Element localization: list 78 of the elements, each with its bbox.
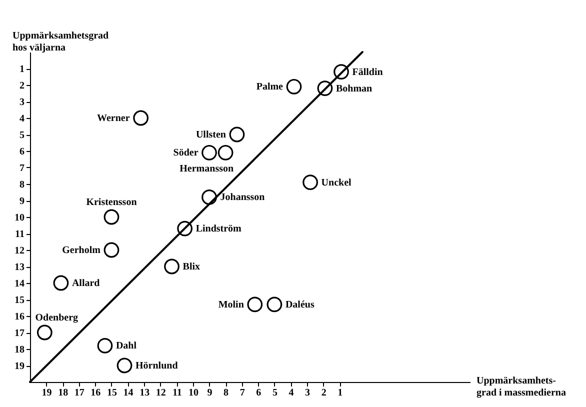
y-tick-label: 5 [20,130,24,141]
y-tick-label: 1 [20,64,24,75]
point [36,324,52,340]
x-tick-label: 9 [207,388,212,398]
y-tick-label: 7 [20,163,24,174]
series-label: Ullsten [196,130,226,140]
x-tick-label: 10 [188,388,198,398]
point [266,296,282,312]
series-label: Kristensson [86,197,138,208]
y-tick-label: 10 [14,212,24,224]
y-tick-label: 13 [14,262,24,273]
series-label: Hermansson [180,164,234,175]
series-label: Allard [72,278,100,289]
point [104,209,120,225]
x-tick-label: 7 [240,388,245,398]
point [164,258,180,274]
series-label: Söder [173,148,199,159]
series-label: Fälldin [352,66,384,78]
point [202,190,217,205]
y-tick-label: 14 [14,278,24,290]
x-tick-label: 12 [156,388,166,398]
y-tick-label: 4 [20,114,24,124]
y-tick-label: 6 [20,146,24,158]
series-label: Lindström [196,224,242,235]
x-tick-label: 19 [42,388,52,398]
point [334,64,349,80]
y-tick-label: 8 [20,180,24,190]
y-tick-label: 2 [20,80,24,92]
x-tick-label: 4 [288,388,294,398]
x-tick-label: 15 [106,388,117,398]
y-tick-label: 17 [14,328,24,339]
point [202,144,217,160]
series-label: Odenberg [35,312,78,324]
x-tick-label: 8 [224,388,229,398]
series-label: Blix [182,262,200,272]
x-tick-label: 14 [123,388,134,398]
x-tick-label: 3 [305,388,310,398]
point [177,220,193,236]
x-tick-label: 17 [74,388,84,398]
y-tick-label: 15 [14,295,24,306]
point [53,275,69,291]
point [229,126,245,142]
x-tick-label: 6 [256,388,262,398]
point [302,174,318,190]
x-tick-label: 1 [338,388,343,398]
series-label: Hörnlund [136,360,178,372]
x-tick-label: 5 [272,388,278,398]
point [247,296,263,312]
y-tick-label: 18 [14,344,24,356]
y-tick-label: 19 [14,361,24,372]
series-label: Bohman [336,83,373,94]
x-tick-label: 18 [58,388,68,398]
point [286,78,302,94]
series-label: Werner [97,113,130,124]
series-label: Molin [218,299,244,310]
point [317,80,333,96]
y-tick-label: 11 [15,229,24,240]
y-tick-label: 12 [14,246,24,256]
point [218,144,234,160]
y-tick-label: 3 [20,97,24,108]
y-tick-label: 16 [14,312,24,322]
series-label: Unckel [321,177,352,188]
point [97,338,113,354]
series-label: Johansson [220,192,266,204]
x-tick-label: 2 [321,388,326,398]
x-axis-title: Uppmärksamhets- grad i massmedierna [476,376,566,398]
x-tick-label: 16 [90,388,101,398]
series-label: Gerholm [62,245,102,256]
point [104,242,120,258]
y-tick-label: 9 [20,196,24,207]
point [116,358,132,374]
x-tick-label: 11 [172,388,182,398]
x-tick-label: 13 [140,388,150,398]
series-label: Daléus [285,299,314,310]
series-label: Palme [256,82,284,93]
y-axis-title: Uppmärksamhetsgrad hos väljarna [12,30,110,54]
series-label: Dahl [116,340,137,352]
point [133,110,149,126]
